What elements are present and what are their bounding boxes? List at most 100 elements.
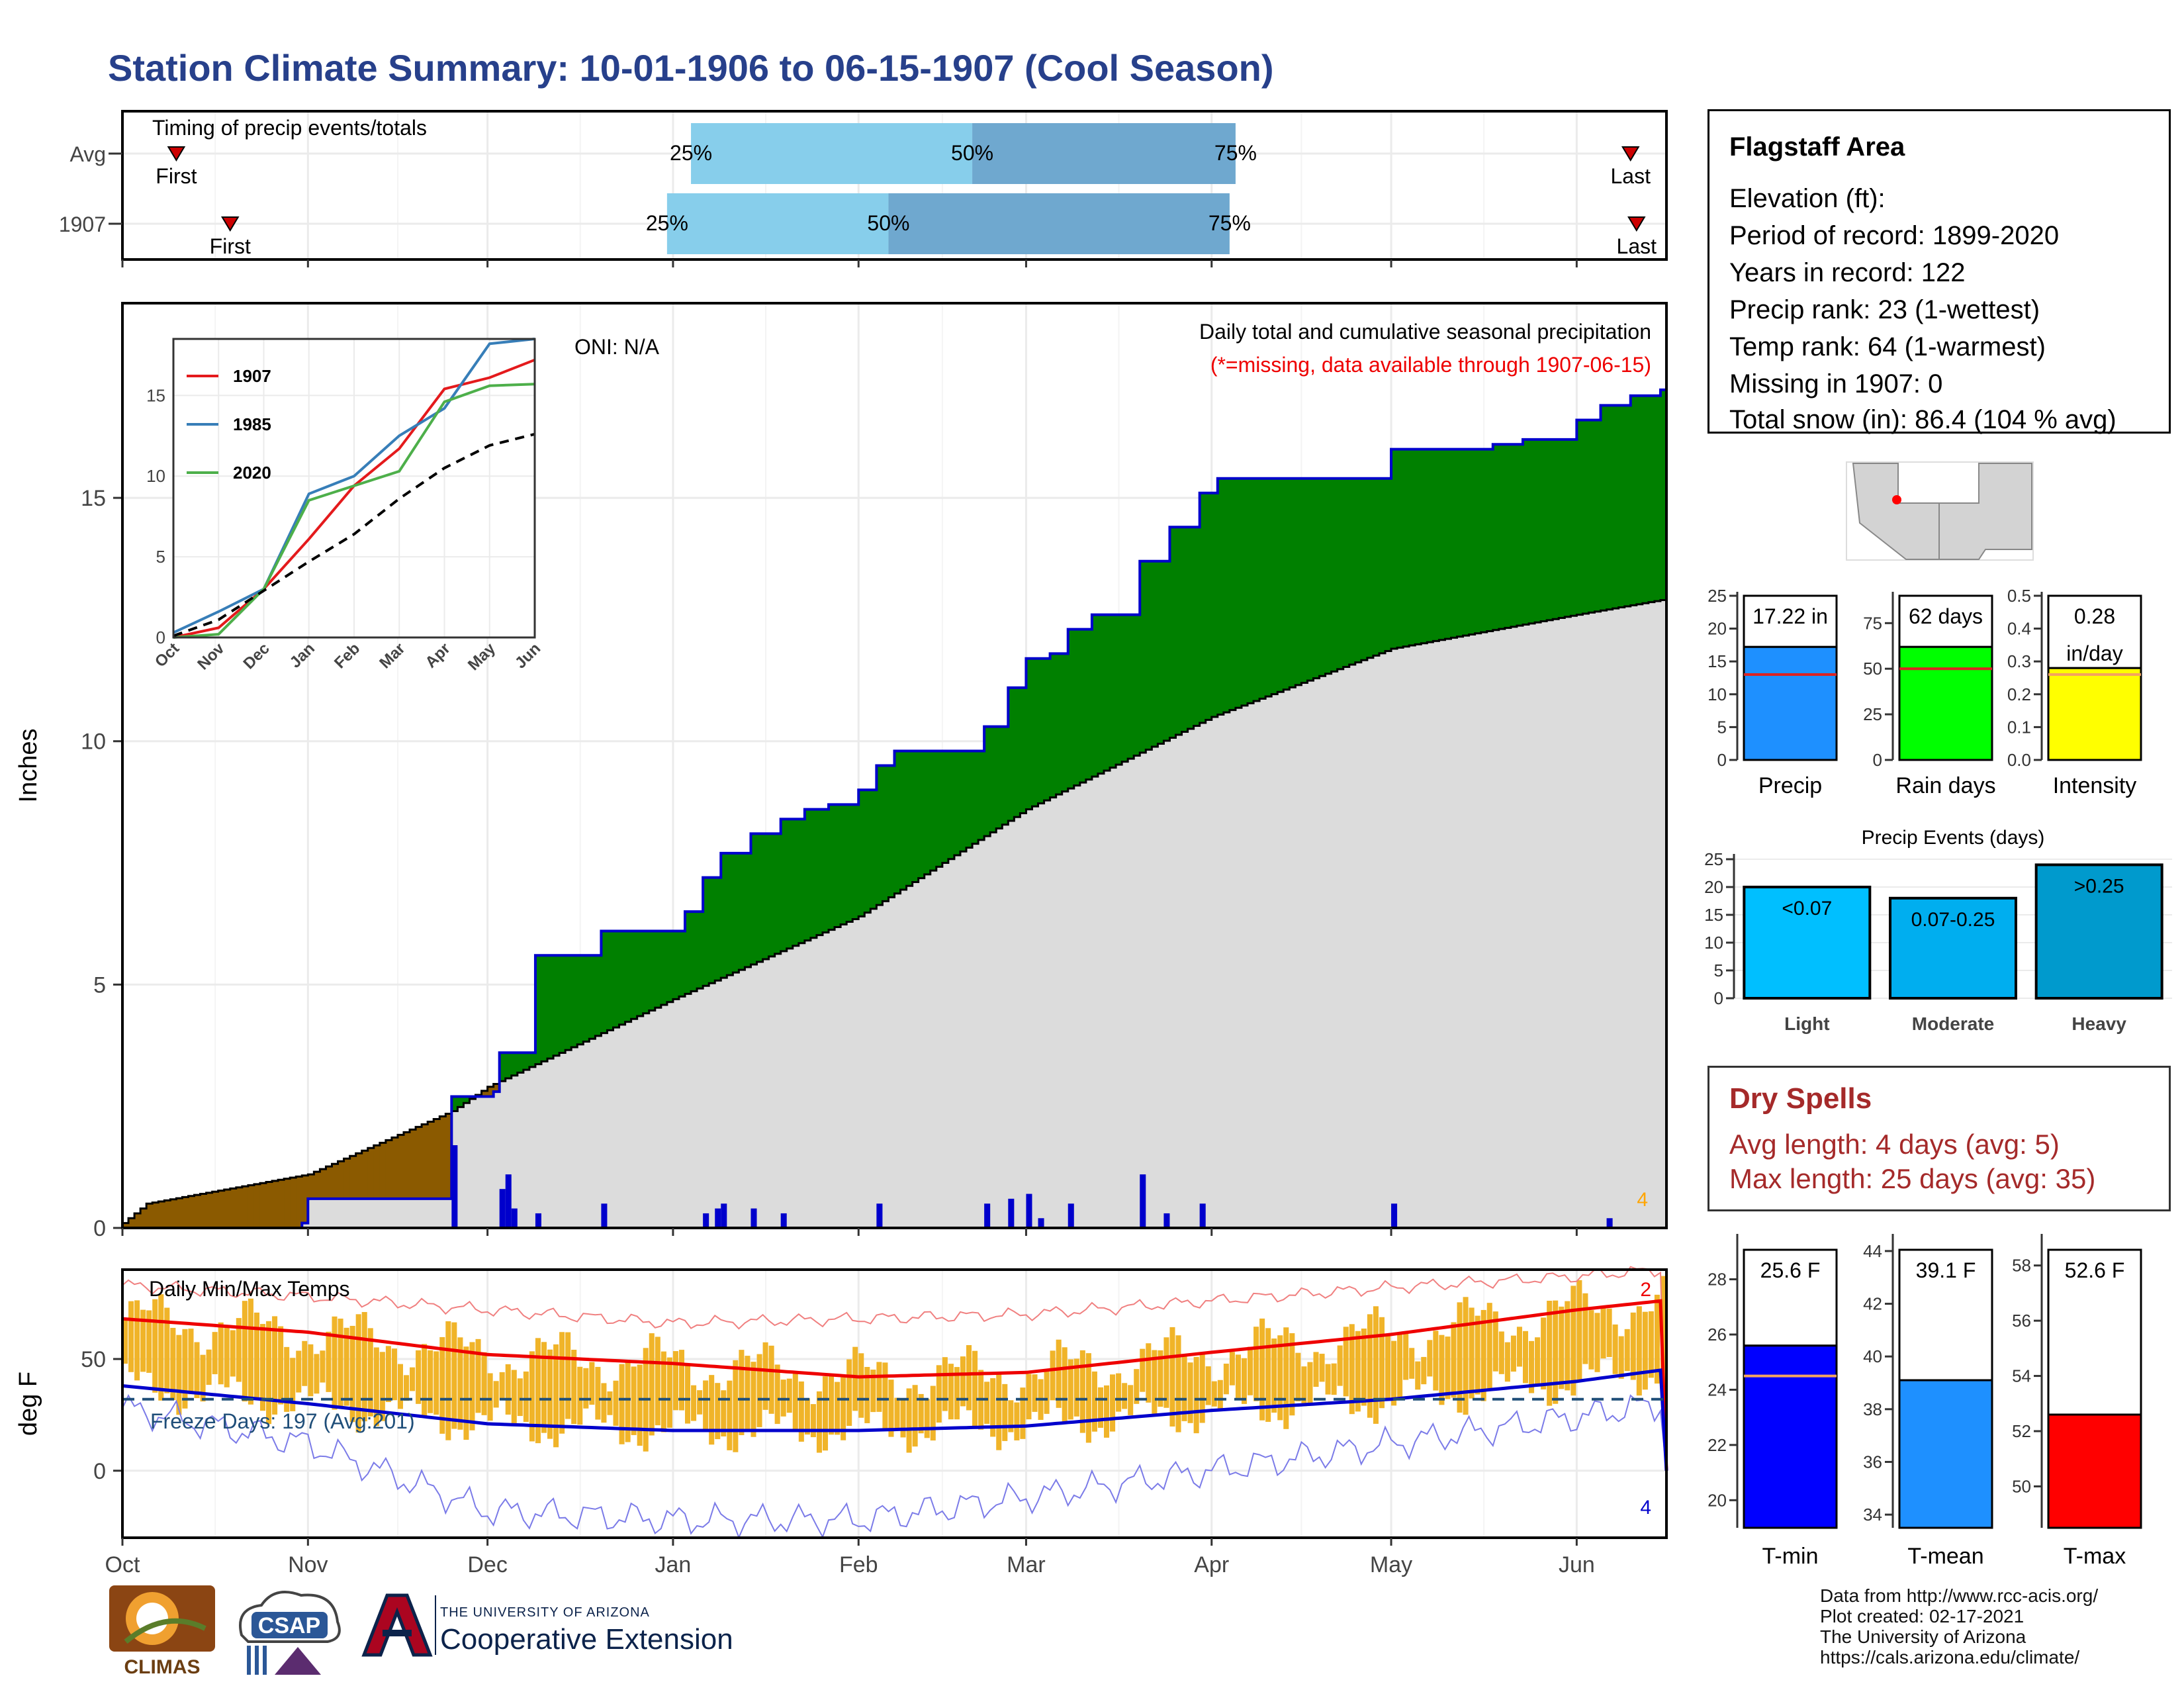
month-label: Mar bbox=[1007, 1552, 1046, 1577]
surplus-area bbox=[1570, 439, 1577, 616]
daily-temp-bar bbox=[1636, 1306, 1642, 1396]
daily-temp-bar bbox=[308, 1344, 314, 1397]
daily-temp-bar bbox=[349, 1325, 355, 1423]
daily-temp-bar bbox=[547, 1349, 553, 1439]
y-tick-label: 5 bbox=[1714, 961, 1723, 980]
daily-temp-bar bbox=[1391, 1340, 1397, 1406]
dry-spells-avg: Avg length: 4 days (avg: 5) bbox=[1729, 1129, 2060, 1160]
surplus-area bbox=[1085, 629, 1093, 780]
surplus-area bbox=[798, 819, 805, 943]
average-line bbox=[122, 599, 1666, 1225]
credits: Data from http://www.rcc-acis.org/ Plot … bbox=[1820, 1585, 2098, 1667]
daily-temp-bar bbox=[224, 1327, 230, 1387]
surplus-area bbox=[541, 955, 548, 1062]
inset-y-tick-label: 5 bbox=[156, 547, 165, 567]
deficit-area bbox=[373, 1145, 381, 1199]
surplus-area bbox=[505, 1053, 512, 1078]
record-max-line bbox=[122, 1266, 1667, 1472]
daily-temp-bar bbox=[1187, 1362, 1193, 1423]
daily-temp-bar bbox=[1002, 1383, 1008, 1441]
surplus-area bbox=[1510, 444, 1518, 627]
y-tick-label: 10 bbox=[1707, 684, 1727, 704]
daily-temp-bar bbox=[1565, 1301, 1570, 1391]
inset-x-tick-label: Mar bbox=[376, 639, 408, 672]
daily-temp-bar bbox=[822, 1376, 829, 1451]
daily-temp-bar bbox=[379, 1352, 385, 1421]
daily-temp-bar bbox=[996, 1374, 1002, 1450]
daily-temp-bar bbox=[361, 1312, 367, 1422]
daily-precip-bar bbox=[1163, 1213, 1170, 1228]
surplus-area bbox=[727, 853, 733, 976]
surplus-area bbox=[1032, 658, 1039, 807]
surplus-area bbox=[1522, 439, 1529, 625]
daily-precip-bar bbox=[876, 1203, 883, 1228]
daily-temp-bar bbox=[433, 1351, 439, 1415]
daily-temp-bar bbox=[786, 1378, 792, 1413]
panel-label: T-max bbox=[2064, 1544, 2126, 1569]
daily-temp-bar bbox=[397, 1364, 404, 1409]
daily-temp-bar bbox=[882, 1362, 888, 1430]
daily-temp-bar bbox=[266, 1321, 272, 1425]
surplus-area bbox=[1128, 614, 1134, 759]
daily-precip-bar bbox=[1606, 1218, 1613, 1228]
month-label: May bbox=[1370, 1552, 1412, 1577]
surplus-area bbox=[601, 931, 608, 1033]
daily-temp-bar bbox=[1463, 1297, 1469, 1415]
surplus-area bbox=[607, 931, 614, 1031]
daily-temp-bar bbox=[1588, 1310, 1594, 1370]
daily-temp-bar bbox=[1504, 1342, 1510, 1382]
precip-title: Daily total and cumulative seasonal prec… bbox=[1199, 320, 1651, 344]
event-bar bbox=[2034, 863, 2163, 1000]
daily-temp-bar bbox=[385, 1346, 391, 1403]
timing-bar-late bbox=[888, 193, 1230, 254]
daily-temp-bar bbox=[1421, 1356, 1427, 1385]
surplus-area bbox=[1325, 478, 1332, 674]
average-area bbox=[122, 600, 1666, 1228]
daily-temp-bar bbox=[655, 1336, 660, 1426]
daily-temp-bar bbox=[625, 1360, 631, 1442]
surplus-area bbox=[756, 833, 764, 962]
daily-temp-bar bbox=[649, 1333, 655, 1436]
surplus-area bbox=[1541, 439, 1547, 622]
y-tick-label: 54 bbox=[2012, 1366, 2031, 1386]
last-label: Last bbox=[1617, 234, 1657, 258]
y-tick-label: 15 bbox=[1704, 905, 1723, 925]
month-label: Feb bbox=[839, 1552, 878, 1577]
inset-legend-label: 1907 bbox=[233, 366, 271, 386]
surplus-area bbox=[1624, 405, 1631, 606]
daily-temp-bar bbox=[296, 1350, 302, 1393]
station-snow: Total snow (in): 86.4 (104 % avg) bbox=[1729, 405, 2116, 434]
climas-logo-text: CLIMAS bbox=[124, 1656, 201, 1678]
daily-temp-bar bbox=[1146, 1343, 1152, 1403]
daily-temp-bar bbox=[122, 1319, 128, 1364]
deficit-area bbox=[194, 1195, 201, 1228]
y-tick-label: 22 bbox=[1707, 1435, 1727, 1455]
daily-temp-bar bbox=[906, 1388, 912, 1453]
daily-temp-bar bbox=[230, 1330, 236, 1377]
surplus-area bbox=[1403, 449, 1410, 647]
daily-temp-bar bbox=[894, 1397, 900, 1430]
daily-temp-bar bbox=[1541, 1317, 1547, 1389]
p50-label: 50% bbox=[951, 141, 993, 165]
daily-temp-bar bbox=[924, 1399, 930, 1438]
daily-temp-bar bbox=[146, 1310, 152, 1373]
deficit-area bbox=[122, 1223, 129, 1228]
month-label: Dec bbox=[467, 1552, 507, 1577]
daily-temp-bar bbox=[1492, 1311, 1498, 1372]
event-bar-label: <0.07 bbox=[1782, 898, 1832, 919]
surplus-area bbox=[1169, 527, 1177, 738]
surplus-area bbox=[739, 853, 746, 970]
surplus-area bbox=[876, 765, 884, 906]
daily-temp-bar bbox=[727, 1380, 733, 1450]
record-low-count: 4 bbox=[1640, 1497, 1651, 1519]
timing-row-label: Avg bbox=[69, 142, 106, 166]
surplus-area bbox=[745, 853, 752, 968]
daily-temp-bar bbox=[1594, 1313, 1600, 1372]
daily-temp-bar bbox=[134, 1300, 140, 1381]
daily-temp-bar bbox=[481, 1352, 487, 1415]
p75-label: 75% bbox=[1214, 141, 1257, 165]
last-label: Last bbox=[1611, 164, 1651, 188]
daily-temp-bar bbox=[1085, 1353, 1091, 1443]
daily-temp-bar bbox=[391, 1348, 397, 1401]
daily-precip-bar bbox=[703, 1213, 709, 1228]
